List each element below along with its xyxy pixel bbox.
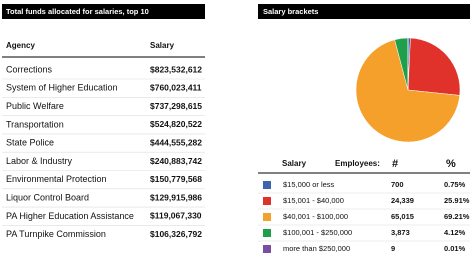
bracket-label: $15,000 or less xyxy=(283,180,335,189)
employee-count: 65,015 xyxy=(391,212,414,221)
salary-amount: $129,915,986 xyxy=(150,192,202,202)
agency-name: Labor & Industry xyxy=(6,156,73,166)
agency-name: PA Higher Education Assistance xyxy=(6,211,134,221)
legend-swatch xyxy=(263,245,271,253)
salary-amount: $106,326,792 xyxy=(150,229,202,239)
salary-amount: $823,532,612 xyxy=(150,64,202,74)
employee-count: 24,339 xyxy=(391,196,414,205)
chart-title: Salary brackets xyxy=(263,7,318,16)
percent-label: 0.01% xyxy=(444,244,466,253)
percent-label: 0.75% xyxy=(444,180,466,189)
percent-label: 25.91% xyxy=(444,196,470,205)
bracket-label: $15,001 - $40,000 xyxy=(283,196,344,205)
column-header: Salary xyxy=(282,159,307,168)
employee-count: 700 xyxy=(391,180,404,189)
agency-name: System of Higher Education xyxy=(6,83,118,93)
bracket-label: $100,001 - $250,000 xyxy=(283,228,352,237)
salary-amount: $524,820,522 xyxy=(150,119,202,129)
salary-amount: $444,555,282 xyxy=(150,137,202,147)
percent-label: 4.12% xyxy=(444,228,466,237)
left-title: Total funds allocated for salaries, top … xyxy=(6,7,149,16)
legend-swatch xyxy=(263,213,271,221)
bracket-label: more than $250,000 xyxy=(283,244,350,253)
column-header: # xyxy=(392,158,398,170)
salary-amount: $760,023,411 xyxy=(150,83,202,93)
employee-count: 9 xyxy=(391,244,395,253)
legend-swatch xyxy=(263,181,271,189)
salary-amount: $150,779,568 xyxy=(150,174,202,184)
bracket-label: $40,001 - $100,000 xyxy=(283,212,348,221)
agency-name: Transportation xyxy=(6,119,64,129)
legend-swatch xyxy=(263,229,271,237)
column-header: Salary xyxy=(150,41,175,50)
percent-label: 69.21% xyxy=(444,212,470,221)
agency-name: State Police xyxy=(6,138,54,148)
agency-name: Public Welfare xyxy=(6,101,64,111)
agency-name: PA Turnpike Commission xyxy=(6,229,106,239)
salary-amount: $119,067,330 xyxy=(150,211,202,221)
agency-name: Environmental Protection xyxy=(6,174,107,184)
agency-name: Liquor Control Board xyxy=(6,192,89,202)
legend-swatch xyxy=(263,197,271,205)
pie-slice xyxy=(408,38,460,95)
column-header: Employees: xyxy=(335,159,380,168)
salary-amount: $240,883,742 xyxy=(150,156,202,166)
salary-amount: $737,298,615 xyxy=(150,101,202,111)
column-header: Agency xyxy=(6,41,35,50)
agency-name: Corrections xyxy=(6,64,53,74)
employee-count: 3,873 xyxy=(391,228,410,237)
column-header: % xyxy=(446,158,456,170)
